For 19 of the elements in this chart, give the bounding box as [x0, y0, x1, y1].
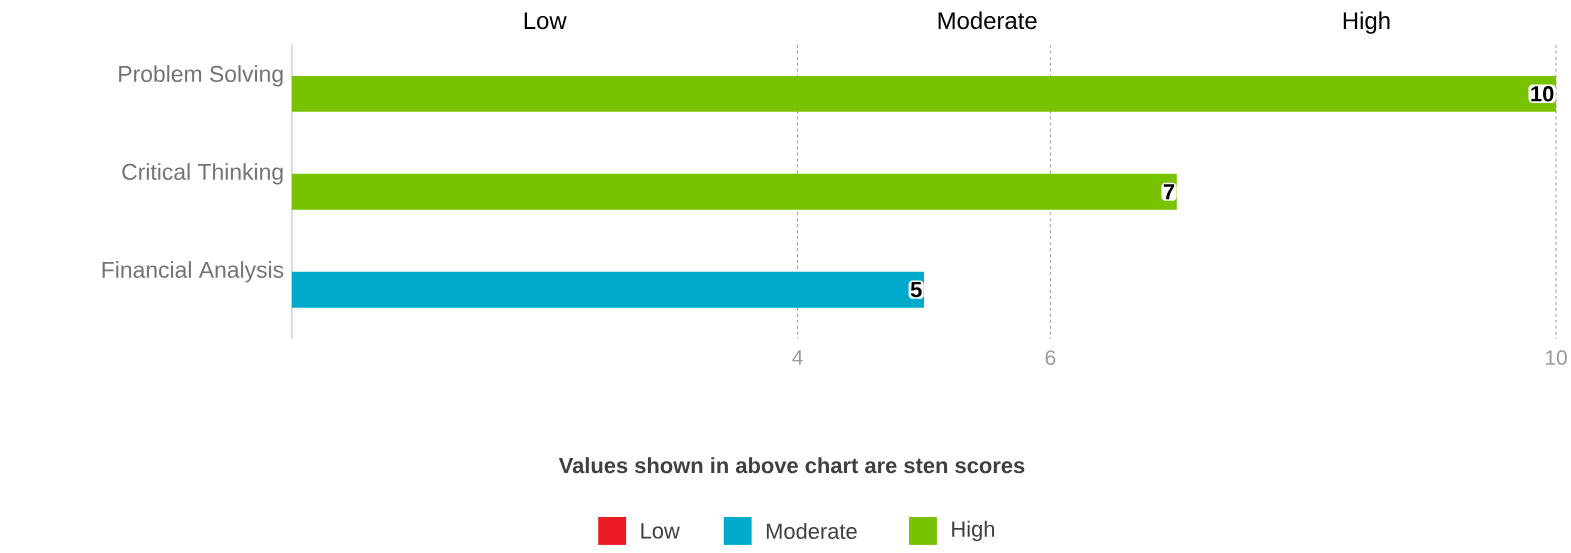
x-tick-label: 10 [1546, 350, 1567, 366]
x-tick-label: 6 [1045, 350, 1056, 366]
data-label: 7 [1163, 184, 1175, 200]
text: Low [524, 12, 567, 30]
data-label: 5 [910, 282, 922, 298]
text: Moderate [938, 11, 1037, 30]
x-tick-label: 4 [792, 350, 803, 365]
bar [291, 75, 1557, 112]
y-tick-label: Critical Thinking [122, 163, 283, 185]
text: High [1343, 11, 1390, 34]
legend-label: Low [641, 523, 680, 539]
data-label: 10 [1531, 86, 1554, 102]
text: Values shown in above chart are sten scores [558, 457, 1025, 474]
bar [291, 173, 1177, 210]
legend-label: Moderate [766, 522, 857, 540]
y-tick-label: Financial Analysis [102, 261, 284, 283]
bar [291, 271, 924, 308]
y-tick-label: Problem Solving [119, 65, 283, 87]
legend-label: High [952, 520, 995, 542]
